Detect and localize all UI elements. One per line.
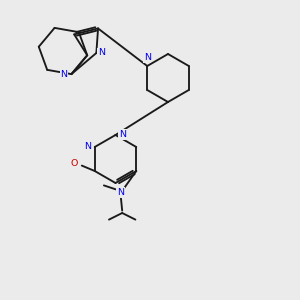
Text: N: N bbox=[84, 142, 91, 152]
Text: N: N bbox=[119, 130, 126, 139]
Text: O: O bbox=[71, 159, 78, 168]
Text: N: N bbox=[117, 188, 124, 197]
Text: N: N bbox=[61, 70, 68, 79]
Text: N: N bbox=[98, 49, 105, 58]
Text: N: N bbox=[144, 53, 151, 62]
